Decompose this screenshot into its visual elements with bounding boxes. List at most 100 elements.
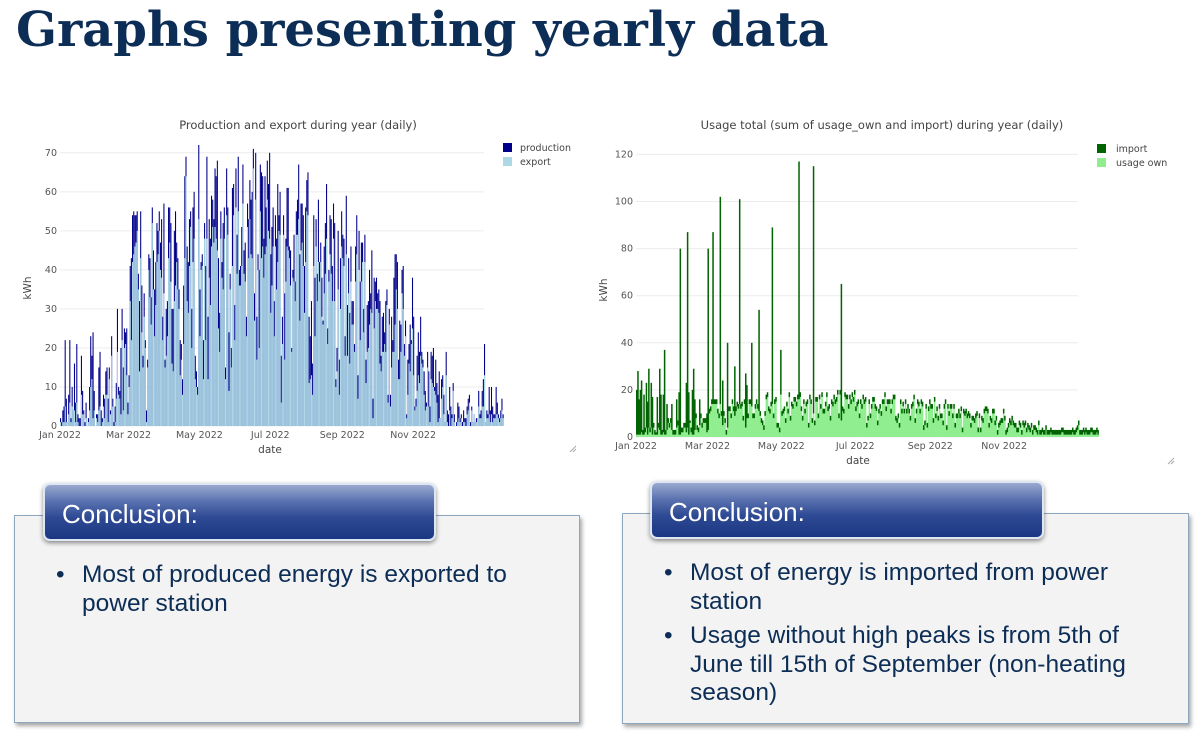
import-bar[interactable] bbox=[696, 425, 699, 430]
export-bar[interactable] bbox=[494, 418, 496, 426]
usage-own-bar[interactable] bbox=[938, 408, 941, 437]
usage-own-bar[interactable] bbox=[895, 420, 897, 437]
import-bar[interactable] bbox=[640, 380, 643, 433]
usage-own-bar[interactable] bbox=[954, 427, 956, 437]
import-bar[interactable] bbox=[914, 418, 917, 423]
usage-own-bar[interactable] bbox=[680, 432, 683, 437]
import-bar[interactable] bbox=[1088, 429, 1091, 435]
export-bar[interactable] bbox=[142, 367, 144, 426]
resize-handle-icon[interactable] bbox=[569, 445, 577, 453]
export-bar[interactable] bbox=[260, 258, 263, 426]
import-bar[interactable] bbox=[983, 408, 986, 414]
import-bar[interactable] bbox=[783, 406, 786, 412]
usage-own-bar[interactable] bbox=[893, 399, 896, 437]
usage-own-bar[interactable] bbox=[1069, 434, 1072, 437]
import-bar[interactable] bbox=[656, 396, 659, 435]
import-bar[interactable] bbox=[753, 413, 755, 419]
legend-label-export[interactable]: export bbox=[520, 157, 551, 168]
production-bar[interactable] bbox=[457, 402, 459, 426]
usage-own-bar[interactable] bbox=[886, 404, 889, 437]
import-bar[interactable] bbox=[920, 399, 923, 405]
import-bar[interactable] bbox=[1041, 427, 1044, 433]
usage-own-bar[interactable] bbox=[1079, 434, 1081, 437]
usage-own-bar[interactable] bbox=[811, 422, 814, 437]
export-bar[interactable] bbox=[396, 308, 398, 426]
import-bar[interactable] bbox=[1070, 429, 1073, 435]
export-bar[interactable] bbox=[241, 265, 243, 426]
usage-own-bar[interactable] bbox=[1068, 434, 1070, 437]
usage-own-bar[interactable] bbox=[1013, 427, 1016, 437]
export-bar[interactable] bbox=[136, 230, 138, 426]
import-bar[interactable] bbox=[751, 342, 753, 407]
production-bar[interactable] bbox=[113, 422, 115, 426]
usage-own-bar[interactable] bbox=[941, 418, 943, 437]
usage-own-bar[interactable] bbox=[759, 415, 762, 437]
import-bar[interactable] bbox=[799, 392, 801, 397]
export-bar[interactable] bbox=[207, 379, 209, 426]
export-bar[interactable] bbox=[451, 418, 453, 426]
export-bar[interactable] bbox=[372, 418, 374, 426]
usage-own-bar[interactable] bbox=[1038, 425, 1040, 437]
legend-label-production[interactable]: production bbox=[520, 143, 571, 154]
usage-own-bar[interactable] bbox=[885, 411, 887, 437]
import-bar[interactable] bbox=[1004, 415, 1006, 421]
usage-own-bar[interactable] bbox=[1086, 434, 1088, 437]
import-bar[interactable] bbox=[849, 394, 851, 400]
export-bar[interactable] bbox=[391, 367, 393, 426]
import-bar[interactable] bbox=[678, 392, 680, 435]
import-bar[interactable] bbox=[823, 408, 826, 414]
usage-own-bar[interactable] bbox=[679, 434, 682, 437]
export-bar[interactable] bbox=[208, 277, 210, 426]
import-bar[interactable] bbox=[841, 406, 844, 412]
import-bar[interactable] bbox=[1017, 427, 1019, 433]
export-bar[interactable] bbox=[114, 422, 116, 426]
usage-own-bar[interactable] bbox=[829, 420, 832, 437]
usage-own-bar[interactable] bbox=[810, 404, 812, 437]
export-bar[interactable] bbox=[235, 207, 237, 426]
usage-own-bar[interactable] bbox=[782, 413, 785, 437]
export-bar[interactable] bbox=[332, 238, 335, 426]
usage-own-bar[interactable] bbox=[853, 394, 856, 437]
export-bar[interactable] bbox=[186, 301, 188, 426]
usage-own-bar[interactable] bbox=[686, 427, 689, 437]
import-bar[interactable] bbox=[1075, 427, 1078, 433]
export-bar[interactable] bbox=[258, 347, 260, 426]
usage-own-bar[interactable] bbox=[892, 399, 895, 437]
export-bar[interactable] bbox=[472, 422, 474, 426]
import-bar[interactable] bbox=[886, 399, 889, 405]
import-bar[interactable] bbox=[982, 418, 984, 423]
usage-own-bar[interactable] bbox=[798, 399, 800, 437]
export-bar[interactable] bbox=[384, 344, 386, 426]
import-bar[interactable] bbox=[946, 425, 948, 430]
import-bar[interactable] bbox=[721, 380, 724, 426]
production-bar[interactable] bbox=[495, 386, 497, 426]
usage-own-bar[interactable] bbox=[1073, 434, 1075, 437]
export-bar[interactable] bbox=[85, 418, 87, 426]
export-bar[interactable] bbox=[237, 211, 239, 426]
export-bar[interactable] bbox=[495, 414, 497, 426]
usage-own-bar[interactable] bbox=[837, 394, 839, 437]
import-bar[interactable] bbox=[832, 401, 834, 407]
usage-own-bar[interactable] bbox=[1008, 422, 1011, 437]
export-bar[interactable] bbox=[214, 226, 216, 426]
export-bar[interactable] bbox=[270, 312, 272, 426]
export-bar[interactable] bbox=[145, 422, 148, 426]
import-bar[interactable] bbox=[856, 401, 858, 407]
import-bar[interactable] bbox=[703, 418, 706, 423]
import-bar[interactable] bbox=[680, 427, 683, 433]
export-bar[interactable] bbox=[151, 223, 153, 426]
export-bar[interactable] bbox=[280, 402, 282, 426]
export-bar[interactable] bbox=[320, 262, 322, 426]
import-bar[interactable] bbox=[690, 427, 692, 433]
usage-own-bar[interactable] bbox=[1033, 429, 1035, 437]
export-bar[interactable] bbox=[200, 269, 202, 426]
usage-own-bar[interactable] bbox=[807, 427, 810, 437]
export-bar[interactable] bbox=[499, 422, 501, 426]
usage-own-bar[interactable] bbox=[642, 434, 644, 437]
import-bar[interactable] bbox=[683, 422, 685, 428]
usage-own-bar[interactable] bbox=[743, 404, 746, 437]
usage-own-bar[interactable] bbox=[736, 406, 739, 437]
usage-own-bar[interactable] bbox=[1039, 434, 1041, 437]
export-bar[interactable] bbox=[374, 301, 376, 426]
import-bar[interactable] bbox=[654, 429, 656, 435]
